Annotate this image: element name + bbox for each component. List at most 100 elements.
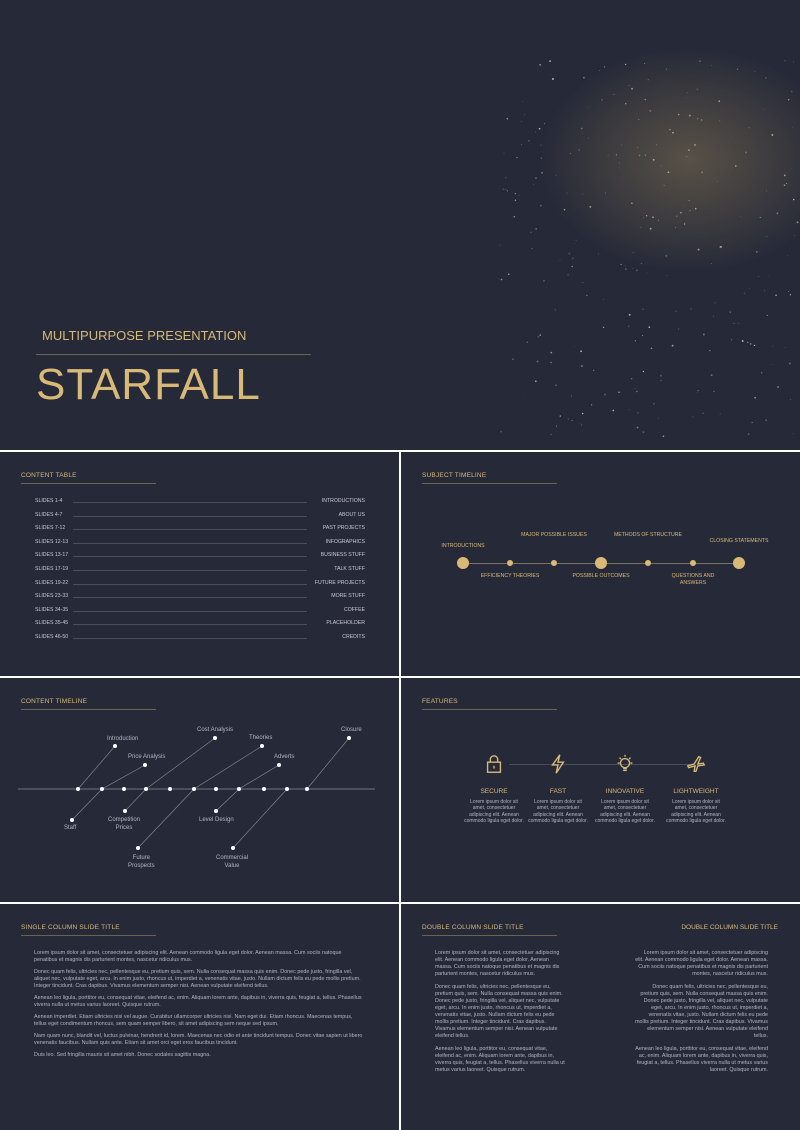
row-slides: SLIDES 7-12 bbox=[35, 525, 66, 532]
star bbox=[603, 66, 605, 68]
feature-secure: SECURE Lorem ipsum dolor sit amet, conse… bbox=[464, 753, 524, 824]
star bbox=[700, 119, 703, 121]
content-table-row: SLIDES 13-17 BUSINESS STUFF bbox=[35, 552, 365, 560]
paragraph: Donec quam felis, ultricies nec, pellent… bbox=[435, 984, 563, 1039]
starfield bbox=[499, 60, 799, 440]
star bbox=[766, 236, 768, 238]
star bbox=[612, 409, 615, 412]
star bbox=[642, 431, 645, 434]
star bbox=[787, 255, 789, 256]
timeline-node bbox=[214, 787, 218, 791]
star bbox=[719, 245, 722, 248]
star bbox=[539, 204, 542, 207]
star bbox=[787, 290, 790, 293]
content-timeline-slide: CONTENT TIMELINE Introduction Price Anal… bbox=[0, 678, 399, 902]
star bbox=[697, 248, 700, 251]
timeline-node bbox=[231, 846, 235, 850]
lock-icon bbox=[486, 755, 502, 773]
feature-fast: FAST Lorem ipsum dolor sit amet, consect… bbox=[528, 753, 588, 824]
star bbox=[666, 275, 668, 276]
star bbox=[586, 294, 588, 297]
star bbox=[580, 127, 583, 130]
star bbox=[692, 416, 694, 418]
row-topic: PLACEHOLDER bbox=[326, 620, 365, 627]
star bbox=[604, 393, 606, 396]
star bbox=[695, 62, 697, 64]
star bbox=[700, 60, 702, 62]
feature-name: LIGHTWEIGHT bbox=[673, 788, 719, 795]
paragraph: Duis leo. Sed fringilla mauris sit amet … bbox=[34, 1052, 211, 1058]
paragraph: Aenean leo ligula, porttitor eu, consequ… bbox=[435, 1046, 565, 1073]
star bbox=[541, 172, 543, 174]
paragraph: Aenean leo ligula, porttitor eu, consequ… bbox=[34, 995, 362, 1008]
star bbox=[642, 308, 644, 310]
star bbox=[516, 156, 518, 159]
star bbox=[615, 154, 617, 156]
row-topic: CREDITS bbox=[342, 634, 365, 640]
timeline-node bbox=[100, 787, 104, 791]
label-adverts: Adverts bbox=[274, 754, 295, 760]
content-table-row: SLIDES 12-13 INFOGRAPHICS bbox=[35, 539, 365, 547]
star bbox=[719, 120, 721, 122]
star bbox=[637, 411, 639, 414]
star bbox=[505, 188, 507, 190]
star bbox=[628, 313, 631, 316]
star bbox=[663, 185, 665, 186]
cover-subtitle: MULTIPURPOSE PRESENTATION bbox=[42, 328, 247, 343]
star bbox=[573, 346, 575, 348]
star bbox=[540, 157, 543, 159]
star bbox=[582, 282, 584, 283]
timeline-dot bbox=[457, 557, 469, 569]
star bbox=[649, 227, 652, 230]
star bbox=[772, 345, 774, 347]
star bbox=[765, 419, 767, 421]
star bbox=[634, 387, 636, 389]
star bbox=[554, 309, 556, 311]
single-column-slide: SINGLE COLUMN SLIDE TITLE Lorem ipsum do… bbox=[0, 904, 399, 1130]
star bbox=[555, 175, 557, 176]
paragraph: Lorem ipsum dolor sit amet, consectetuer… bbox=[34, 950, 342, 963]
star bbox=[540, 144, 542, 146]
star bbox=[556, 425, 557, 427]
paragraph: Lorem ipsum dolor sit amet, consectetuer… bbox=[435, 950, 560, 977]
star bbox=[628, 85, 630, 86]
paragraph: Aenean imperdiet. Etiam ultricies nisi v… bbox=[34, 1014, 353, 1027]
star bbox=[783, 174, 786, 177]
timeline-dot bbox=[551, 560, 557, 566]
star bbox=[570, 395, 573, 397]
star bbox=[690, 308, 692, 310]
star bbox=[667, 171, 670, 174]
row-slides: SLIDES 46-50 bbox=[35, 634, 69, 640]
star bbox=[748, 127, 750, 129]
feature-description: Lorem ipsum dolor sit amet, consectetuer… bbox=[464, 799, 524, 824]
star bbox=[590, 404, 593, 406]
star bbox=[634, 340, 636, 342]
feature-name: FAST bbox=[549, 788, 567, 795]
star bbox=[751, 421, 753, 424]
star bbox=[652, 216, 654, 219]
star bbox=[784, 346, 786, 348]
star bbox=[671, 344, 674, 347]
star bbox=[677, 113, 680, 116]
row-slides: SLIDES 23-33 bbox=[35, 593, 69, 600]
star bbox=[607, 154, 609, 156]
content-table-row: SLIDES 19-22 FUTURE PROJECTS bbox=[35, 580, 365, 588]
star bbox=[531, 248, 533, 250]
star bbox=[508, 273, 510, 275]
star bbox=[544, 123, 545, 125]
star bbox=[575, 239, 577, 241]
row-topic: TALK STUFF bbox=[334, 566, 365, 572]
row-topic: INFOGRAPHICS bbox=[325, 538, 366, 545]
lightning-icon bbox=[551, 754, 565, 774]
star bbox=[636, 390, 638, 393]
star bbox=[618, 391, 620, 394]
content-table-row: SLIDES 1-4 INTRODUCTIONS bbox=[35, 498, 365, 506]
star bbox=[619, 167, 620, 169]
timeline-diagram bbox=[18, 737, 375, 849]
star bbox=[759, 216, 761, 218]
star bbox=[528, 139, 530, 142]
star bbox=[550, 351, 553, 354]
timeline-node bbox=[122, 787, 126, 791]
star bbox=[567, 418, 569, 420]
timeline-node bbox=[192, 787, 196, 791]
